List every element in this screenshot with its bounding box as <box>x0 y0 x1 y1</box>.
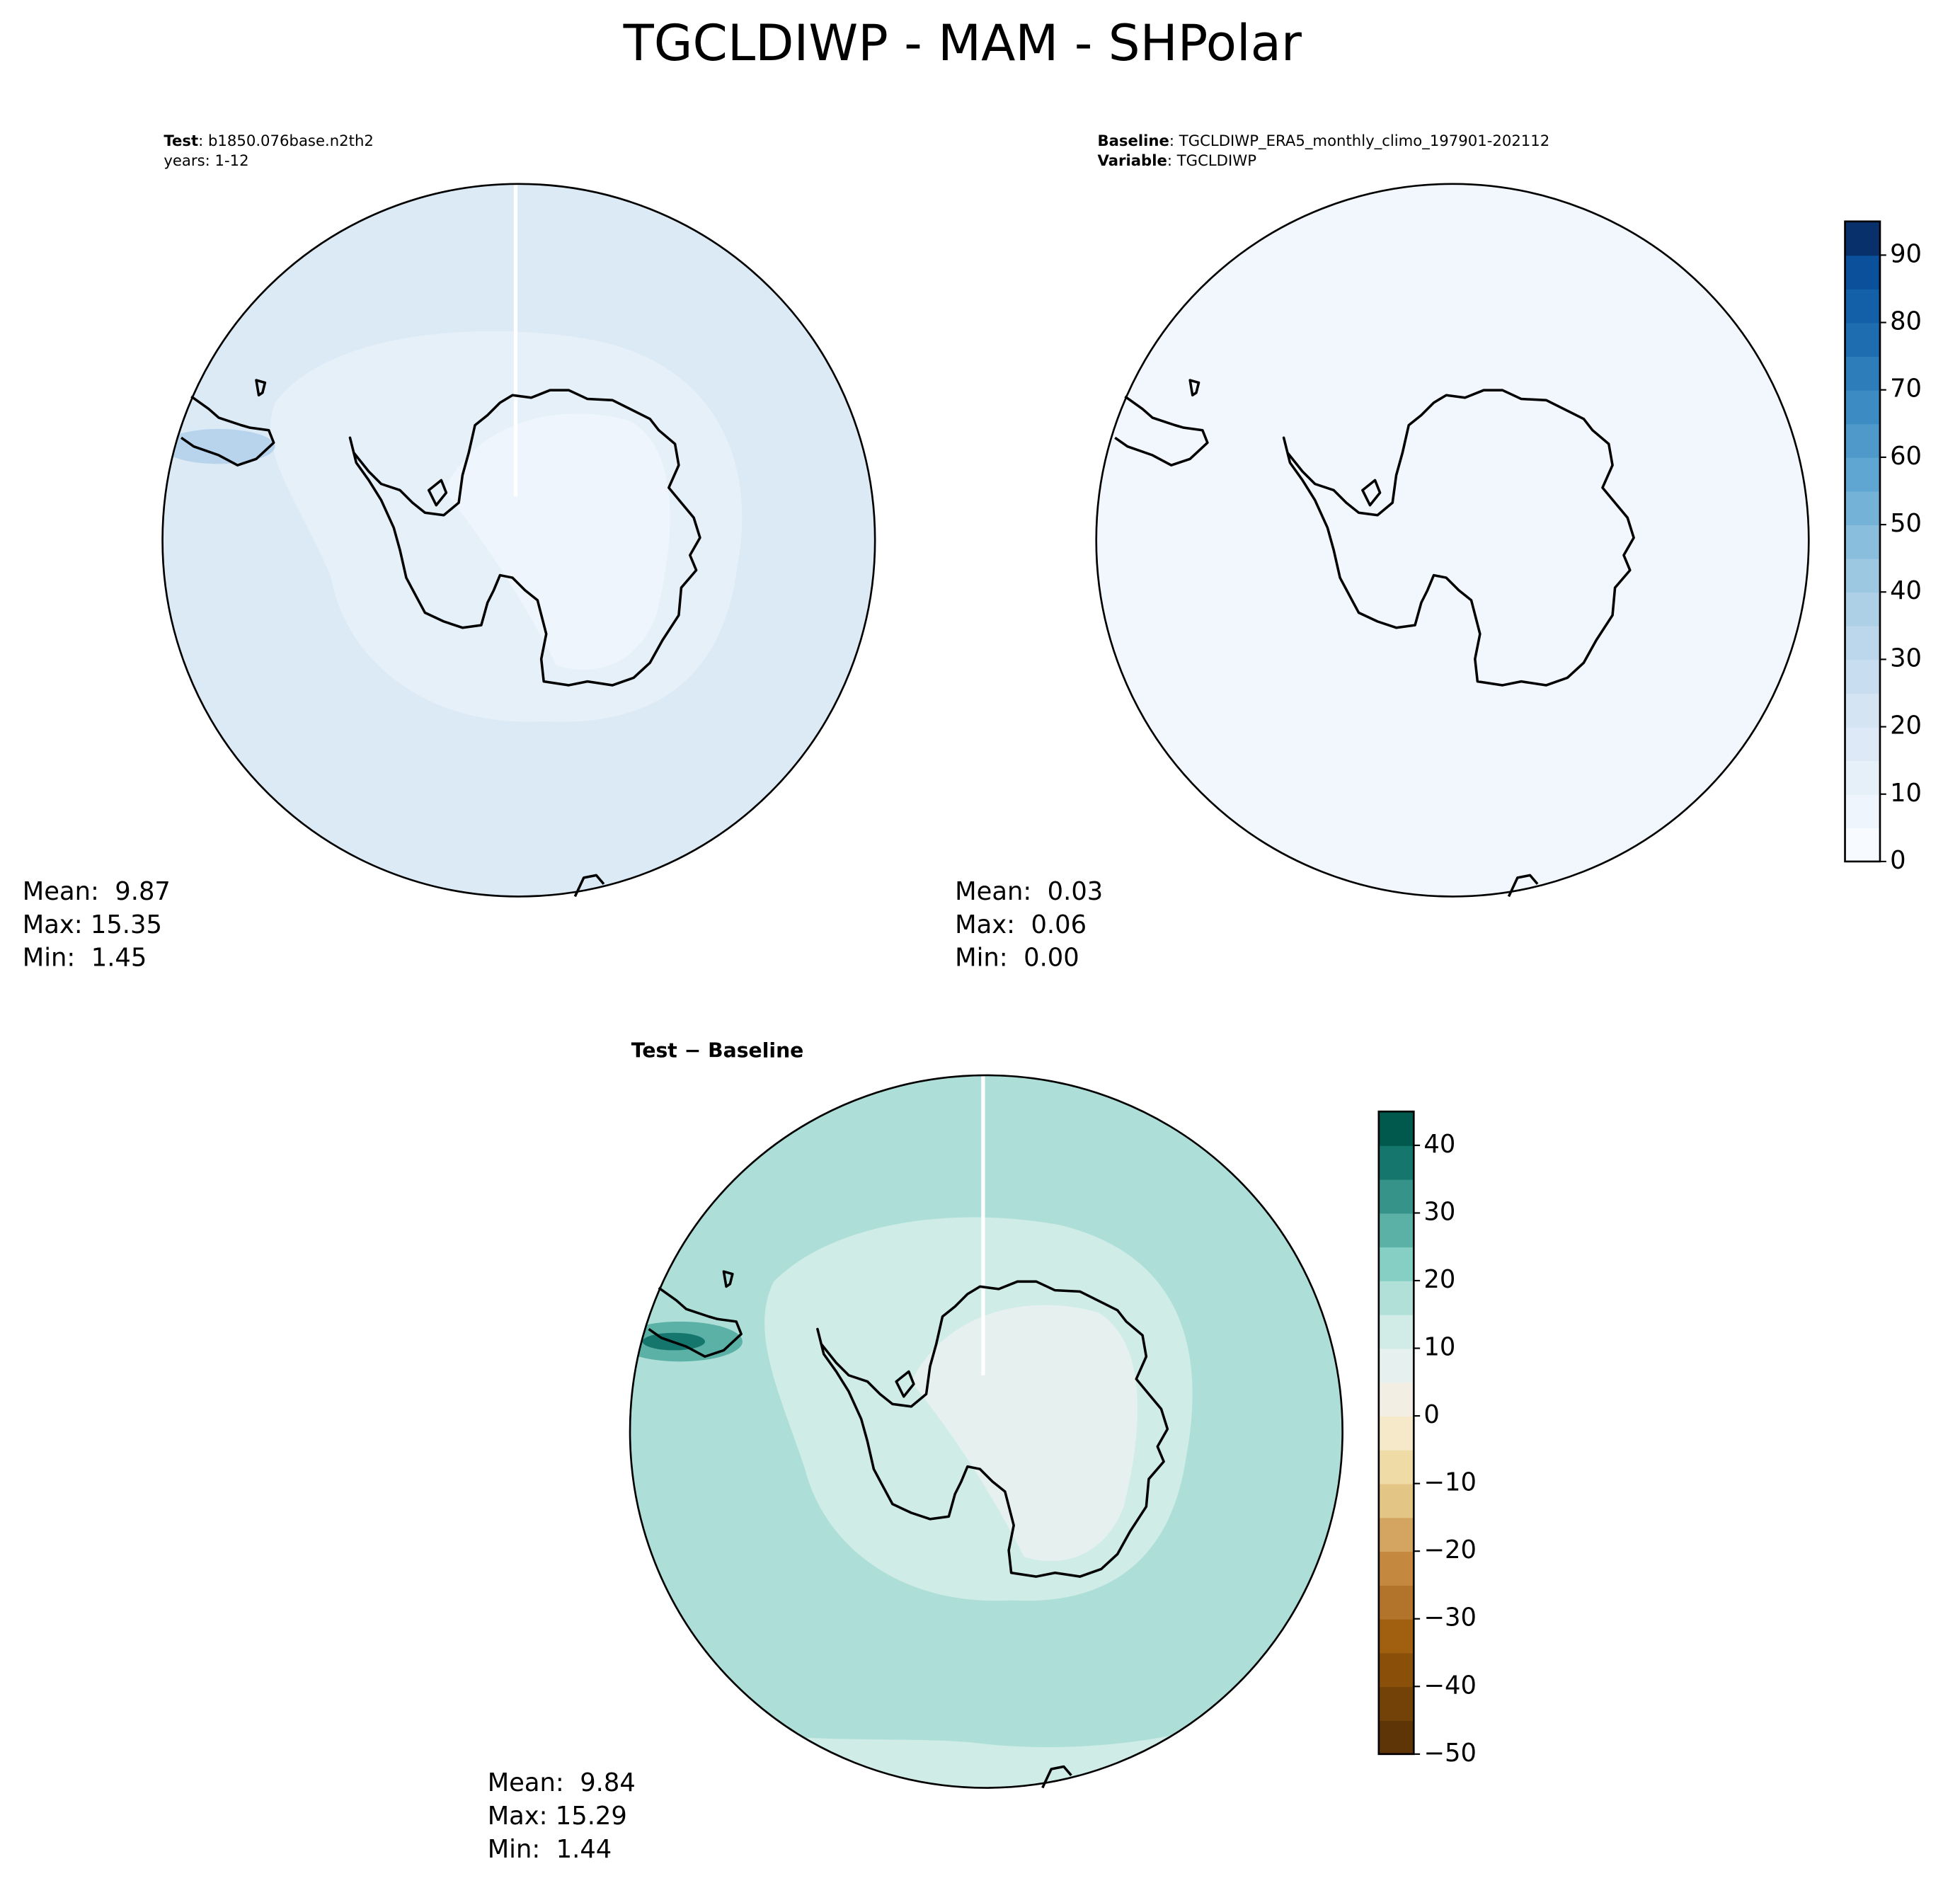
colorbar-band <box>1845 760 1880 795</box>
panel-header: Test: b1850.076base.n2th2 <box>164 132 374 149</box>
header-key: Test − Baseline <box>631 1039 804 1062</box>
annotations: Test: b1850.076base.n2th2 years: 1-12 Mean… <box>23 132 1922 1864</box>
colorbar-tick-label: −10 <box>1423 1468 1477 1497</box>
colorbar-band <box>1845 625 1880 660</box>
panel-header: Variable: TGCLDIWP <box>1097 151 1256 169</box>
map-border <box>629 1074 1343 1789</box>
map-zone <box>911 1305 1138 1562</box>
colorbar-band <box>1845 423 1880 458</box>
panel-header: Baseline: TGCLDIWP_ERA5_monthly_climo_19… <box>1097 132 1549 149</box>
colorbar-band <box>1845 356 1880 391</box>
colorbar-tick-label: 50 <box>1890 509 1922 538</box>
colorbar-band <box>1845 592 1880 627</box>
colorbar-band <box>1378 1145 1414 1180</box>
panel-stat: Mean: 0.03 <box>955 877 1103 906</box>
colorbar-frame <box>1377 1110 1415 1756</box>
colorbar-tick-label: 0 <box>1890 846 1905 875</box>
map-border <box>161 183 876 898</box>
map-zone <box>443 413 670 670</box>
colorbar-band <box>1378 1551 1414 1586</box>
colorbar-band <box>1845 726 1880 762</box>
map-seam <box>981 1075 985 1375</box>
panel-stat: Max: 15.35 <box>23 910 162 939</box>
colorbar-tick-label: 90 <box>1890 239 1922 268</box>
colorbar-tick-label: −50 <box>1423 1739 1477 1768</box>
colorbar-tick-label: 60 <box>1890 442 1922 471</box>
colorbar-frame <box>1844 220 1881 863</box>
colorbar-band <box>1378 1686 1414 1721</box>
colorbar-tick-label: 30 <box>1423 1197 1455 1226</box>
header-key: Test <box>164 132 198 149</box>
colorbar-tick-label: −30 <box>1423 1603 1477 1632</box>
header-text: : TGCLDIWP_ERA5_monthly_climo_197901-202… <box>1169 132 1549 149</box>
colorbar-band <box>1845 828 1880 862</box>
colorbar-band <box>1378 1348 1414 1383</box>
colorbar-band <box>1378 1618 1414 1654</box>
colorbar-tick-label: 20 <box>1423 1265 1455 1294</box>
colorbar-band <box>1845 457 1880 492</box>
colorbar-band <box>1845 255 1880 290</box>
figure-title: TGCLDIWP - MAM - SHPolar <box>623 13 1302 72</box>
colorbar-tick-label: 10 <box>1423 1333 1455 1362</box>
colorbar-band <box>1378 1720 1414 1755</box>
colorbar-band <box>1378 1517 1414 1552</box>
colorbar-band <box>1845 693 1880 728</box>
colorbar-band <box>1845 558 1880 593</box>
colorbar-band <box>1845 221 1880 256</box>
panel-stat: Mean: 9.84 <box>488 1768 636 1797</box>
colorbar-band <box>1378 1213 1414 1248</box>
colorbar-tick-label: 20 <box>1890 711 1922 740</box>
panel-header: years: 1-12 <box>164 151 248 169</box>
map-baseline <box>1095 183 1810 898</box>
colorbar-band <box>1378 1483 1414 1518</box>
colorbar-band <box>1845 491 1880 525</box>
colorbar-band <box>1845 794 1880 829</box>
panel-stat: Max: 0.06 <box>955 910 1087 939</box>
colorbar-band <box>1845 659 1880 694</box>
colorbar-tick-label: 70 <box>1890 374 1922 404</box>
colorbar-band <box>1845 525 1880 559</box>
panel-stat: Min: 1.44 <box>488 1835 612 1864</box>
header-text: : TGCLDIWP <box>1167 151 1256 169</box>
colorbar-band <box>1378 1449 1414 1484</box>
map-zone <box>162 428 275 464</box>
colorbar-tick-label: 30 <box>1890 643 1922 673</box>
header-text: : b1850.076base.n2th2 <box>198 132 374 149</box>
header-key: Variable <box>1097 151 1167 169</box>
map-difference <box>629 1074 1343 1790</box>
colorbar-tick-label: 40 <box>1890 576 1922 605</box>
panel-stat: Min: 1.45 <box>23 944 147 973</box>
colorbar-band <box>1845 322 1880 357</box>
colorbar-band <box>1378 1314 1414 1349</box>
colorbar-tick-label: −20 <box>1423 1535 1477 1564</box>
colorbar-tick-label: 0 <box>1423 1400 1439 1429</box>
map-seam <box>513 183 518 497</box>
panel-stat: Mean: 9.87 <box>23 877 171 906</box>
panel-stat: Max: 15.29 <box>488 1802 627 1831</box>
colorbar-band <box>1378 1179 1414 1214</box>
colorbar-band <box>1845 288 1880 324</box>
header-key: Baseline <box>1097 132 1169 149</box>
map-fill <box>1096 183 1809 897</box>
colorbar-tick-label: 80 <box>1890 307 1922 336</box>
map-test <box>161 183 876 898</box>
map-border <box>1095 183 1810 898</box>
colorbar-band <box>1378 1584 1414 1620</box>
colorbar-band <box>1378 1416 1414 1451</box>
colorbar-band <box>1378 1247 1414 1281</box>
colorbar-band <box>1378 1652 1414 1688</box>
colorbar-band <box>1378 1281 1414 1315</box>
colorbar-tick-label: 40 <box>1423 1130 1455 1159</box>
header-text: years: 1-12 <box>164 151 248 169</box>
colorbar-band <box>1845 389 1880 425</box>
colorbar-tick-label: −40 <box>1423 1671 1477 1700</box>
colorbar-tick-label: 10 <box>1890 779 1922 808</box>
panel-stat: Min: 0.00 <box>955 944 1079 973</box>
colorbar-band <box>1378 1111 1414 1146</box>
panel-header: Test − Baseline <box>631 1039 804 1062</box>
colorbar-band <box>1378 1382 1414 1417</box>
